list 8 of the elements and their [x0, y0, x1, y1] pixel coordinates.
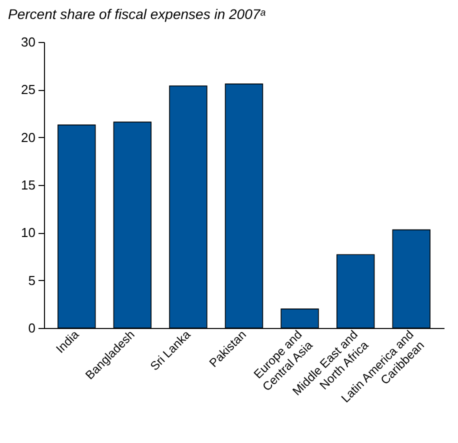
y-tick-label: 0	[28, 320, 36, 336]
chart-title: Percent share of fiscal expenses in 2007ᵃ	[8, 6, 266, 22]
y-tick-label: 20	[21, 130, 36, 145]
y-tick-label: 10	[21, 225, 36, 240]
y-tick-label: 25	[21, 82, 36, 98]
y-tick-label: 15	[21, 178, 36, 192]
y-tick-label: 5	[28, 272, 36, 288]
y-tick-label: 30	[21, 34, 36, 50]
